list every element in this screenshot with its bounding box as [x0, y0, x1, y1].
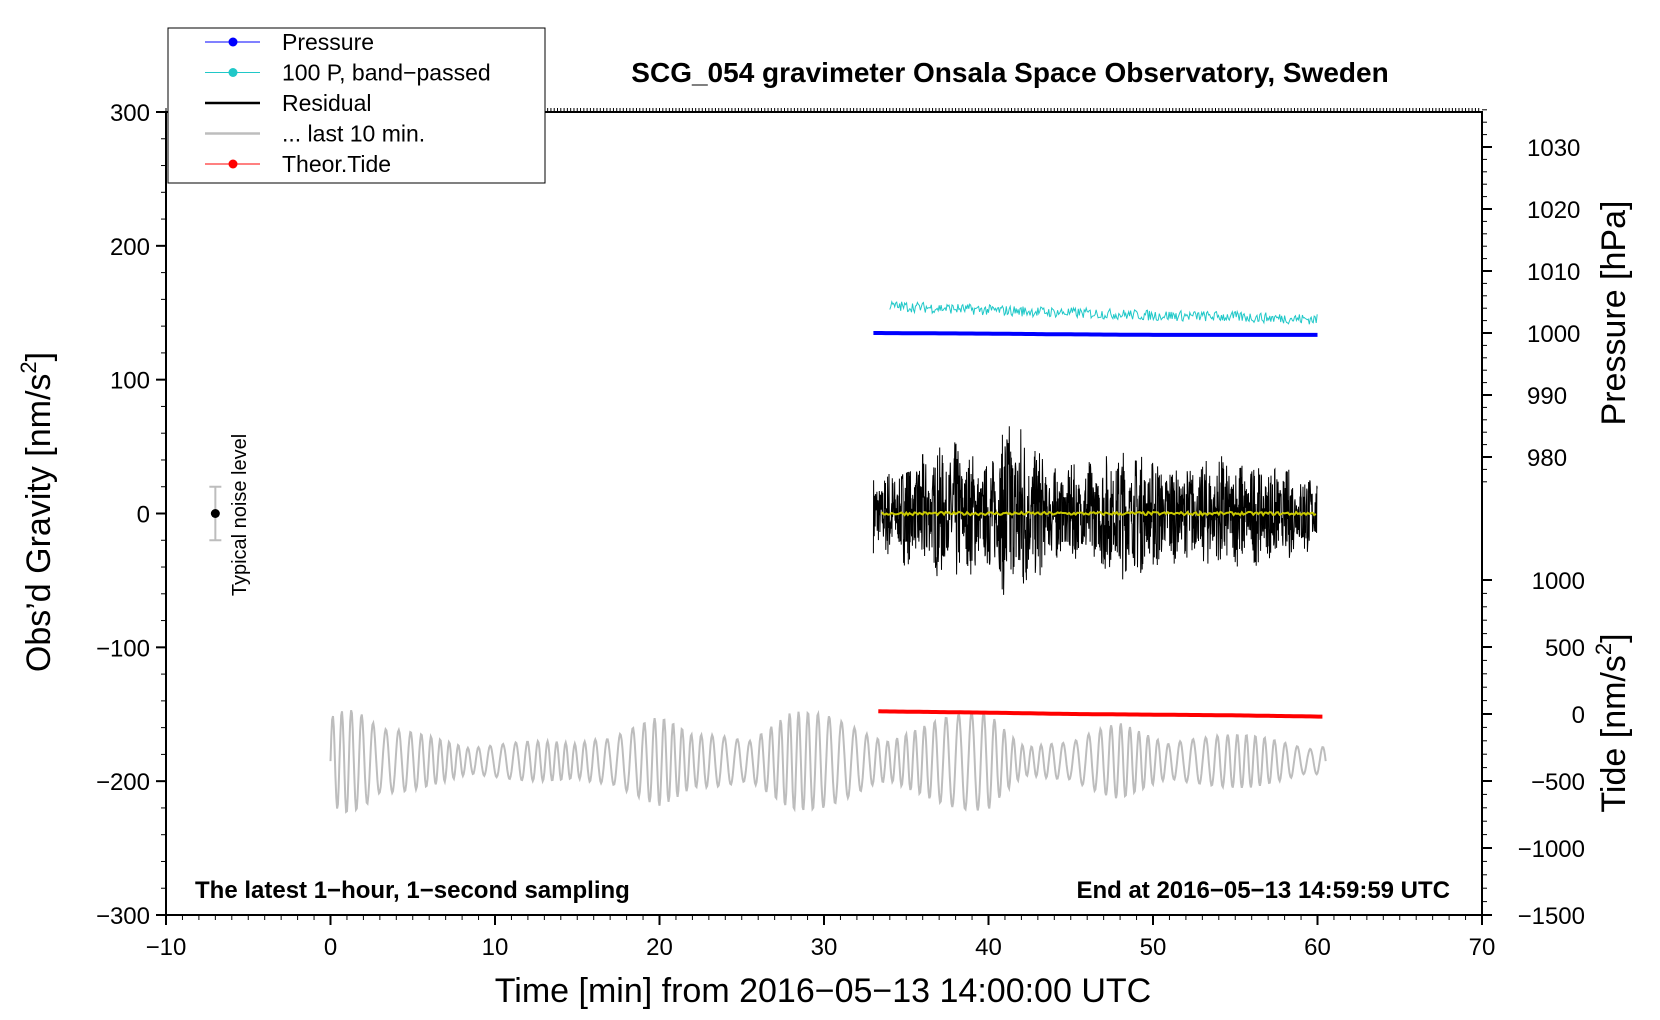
legend-label: 100 P, band−passed — [282, 60, 491, 86]
x-tick-label: 20 — [646, 934, 673, 961]
legend-marker — [228, 68, 238, 77]
pressure-tick-label: 1020 — [1527, 197, 1580, 224]
x-tick-label: 0 — [324, 934, 337, 961]
series-pressure — [873, 331, 1318, 337]
noise-level-label: Typical noise level — [229, 434, 251, 596]
y-left-tick-label: −300 — [96, 903, 150, 930]
chart-title: SCG_054 gravimeter Onsala Space Observat… — [631, 57, 1388, 88]
y-left-axis-label: Obs’d Gravity [nm/s2] — [16, 352, 58, 672]
pressure-tick-label: 990 — [1527, 383, 1567, 410]
series-band-passed-pressure — [889, 300, 1318, 325]
x-tick-label: 70 — [1469, 934, 1496, 961]
tide-label-main: Tide [nm/s — [1595, 655, 1633, 812]
tide-tick-label: 1000 — [1532, 568, 1585, 595]
x-tick-label: −10 — [146, 934, 187, 961]
legend-label: Pressure — [282, 29, 374, 55]
pressure-tick-label: 980 — [1527, 445, 1567, 472]
x-axis-label: Time [min] from 2016−05−13 14:00:00 UTC — [495, 972, 1151, 1010]
y-left-label-end: ] — [20, 352, 58, 361]
pressure-tick-label: 1000 — [1527, 321, 1580, 348]
y-left-axis: −300 −200 −100 0 100 200 300 — [96, 100, 166, 930]
y-left-tick-label: −100 — [96, 635, 150, 662]
y-right-tide-label: Tide [nm/s2] — [1591, 633, 1633, 812]
noise-bar-center-dot — [210, 509, 220, 518]
legend-box — [167, 27, 546, 184]
legend-label: ... last 10 min. — [282, 121, 425, 147]
series-theoretical-tide — [878, 709, 1323, 719]
y-right-pressure-axis: 980 990 1000 1010 1020 1030 — [1482, 109, 1580, 483]
x-tick-label: 50 — [1140, 934, 1167, 961]
series-layer — [329, 300, 1327, 814]
legend: Pressure 100 P, band−passed Residual ... la… — [167, 27, 546, 184]
noise-bar — [209, 485, 222, 542]
x-axis: −10 0 10 20 30 40 50 60 70 — [146, 915, 1496, 961]
y-left-label-sup: 2 — [16, 361, 41, 373]
series-residual — [872, 426, 1318, 595]
y-left-tick-label: 100 — [110, 368, 150, 395]
x-tick-label: 30 — [811, 934, 838, 961]
pressure-tick-label: 1030 — [1527, 135, 1580, 162]
y-left-tick-label: 0 — [137, 502, 150, 529]
x-tick-label: 10 — [482, 934, 509, 961]
annotation-right: End at 2016−05−13 14:59:59 UTC — [1076, 877, 1450, 904]
y-right-tide-axis: −1500 −1000 −500 0 500 1000 — [1482, 568, 1585, 930]
y-left-tick-label: 200 — [110, 234, 150, 261]
x-tick-label: 40 — [975, 934, 1002, 961]
tide-tick-label: −1500 — [1518, 903, 1585, 930]
tide-tick-label: −500 — [1531, 769, 1585, 796]
tide-label-sup: 2 — [1591, 643, 1616, 655]
series-last-10-min — [329, 709, 1327, 814]
legend-marker — [228, 37, 238, 47]
legend-label: Theor.Tide — [282, 151, 391, 177]
y-left-tick-label: −200 — [96, 769, 150, 796]
y-left-label-main: Obs’d Gravity [nm/s — [20, 374, 58, 673]
tide-tick-label: −1000 — [1518, 836, 1585, 863]
legend-marker — [228, 159, 238, 169]
tide-tick-label: 0 — [1572, 702, 1585, 729]
y-right-pressure-label: Pressure [hPa] — [1595, 201, 1633, 426]
tide-tick-label: 500 — [1545, 635, 1585, 662]
series-residual-smoothed — [880, 510, 1317, 517]
pressure-tick-label: 1010 — [1527, 259, 1580, 286]
y-left-tick-label: 300 — [110, 100, 150, 127]
legend-label: Residual — [282, 90, 372, 116]
tide-label-end: ] — [1595, 633, 1633, 642]
x-tick-label: 60 — [1304, 934, 1331, 961]
annotation-left: The latest 1−hour, 1−second sampling — [195, 877, 630, 904]
